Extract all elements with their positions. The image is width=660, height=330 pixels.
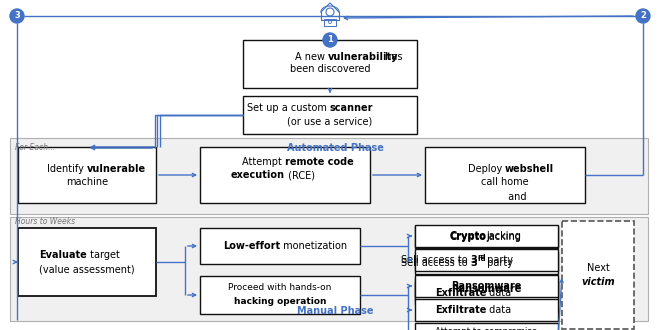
Text: 3: 3 — [14, 12, 20, 20]
Bar — [415, 252, 558, 274]
Bar — [243, 96, 417, 134]
Text: Ransomware: Ransomware — [451, 284, 521, 294]
Text: been discovered: been discovered — [290, 64, 370, 74]
Text: rd: rd — [477, 254, 486, 260]
Text: 1: 1 — [327, 36, 333, 45]
Circle shape — [323, 33, 337, 47]
Text: For Each...: For Each... — [15, 143, 55, 152]
Text: remote code: remote code — [285, 157, 354, 167]
Bar — [415, 323, 558, 330]
Text: data: data — [486, 288, 512, 298]
Text: 3: 3 — [471, 255, 477, 265]
Bar — [415, 278, 558, 300]
Text: Evaluate: Evaluate — [39, 250, 87, 260]
Text: call home: call home — [481, 177, 529, 187]
Text: rd: rd — [477, 256, 486, 262]
Bar — [18, 228, 156, 296]
Text: Crypto: Crypto — [449, 231, 486, 241]
Bar — [200, 147, 370, 203]
Text: Attempt to compromise: Attempt to compromise — [436, 326, 538, 330]
Bar — [415, 226, 558, 248]
Text: (value assessment): (value assessment) — [39, 264, 135, 274]
Bar — [415, 249, 558, 271]
Bar — [415, 299, 558, 321]
Bar — [415, 225, 558, 247]
Text: Proceed with hands-on: Proceed with hands-on — [228, 283, 332, 292]
Text: Attempt: Attempt — [242, 157, 285, 167]
Text: A new: A new — [295, 52, 328, 62]
Text: scanner: scanner — [330, 103, 374, 113]
Text: Ransomware: Ransomware — [451, 281, 521, 291]
Text: party: party — [484, 258, 513, 268]
Text: execution: execution — [231, 170, 285, 180]
Text: 2: 2 — [640, 12, 646, 20]
Bar — [10, 138, 648, 214]
Text: (or use a service): (or use a service) — [287, 116, 373, 126]
Text: Sell access to: Sell access to — [401, 255, 471, 265]
Text: vulnerability: vulnerability — [328, 52, 399, 62]
Text: jacking: jacking — [486, 231, 521, 241]
Bar — [243, 40, 417, 88]
Circle shape — [636, 9, 650, 23]
Text: Next: Next — [587, 263, 609, 273]
Bar — [415, 282, 558, 304]
Text: Sell access to: Sell access to — [401, 258, 471, 268]
Text: (RCE): (RCE) — [285, 170, 315, 180]
Text: Crypto: Crypto — [449, 232, 486, 242]
Text: Identify: Identify — [47, 164, 87, 174]
Text: party: party — [484, 255, 513, 265]
Text: jacking: jacking — [486, 232, 521, 242]
Circle shape — [10, 9, 24, 23]
Text: Set up a custom: Set up a custom — [247, 103, 330, 113]
Text: Manual Phase: Manual Phase — [297, 306, 374, 316]
Text: target: target — [87, 250, 120, 260]
Text: victim: victim — [581, 277, 615, 287]
Bar — [200, 276, 360, 314]
Bar — [200, 228, 360, 264]
Bar — [415, 220, 558, 325]
Text: Low-effort: Low-effort — [223, 241, 280, 251]
Bar — [562, 221, 634, 329]
Text: Exfiltrate: Exfiltrate — [435, 305, 486, 315]
Text: webshell: webshell — [505, 164, 554, 174]
Text: data: data — [486, 305, 512, 315]
Text: Deploy: Deploy — [468, 164, 505, 174]
Bar — [425, 147, 585, 203]
Text: has: has — [382, 52, 403, 62]
Text: Exfiltrate: Exfiltrate — [435, 288, 486, 298]
Bar — [324, 19, 336, 26]
Text: 3: 3 — [471, 258, 477, 268]
Text: machine: machine — [66, 177, 108, 187]
Text: Hours to Weeks: Hours to Weeks — [15, 217, 75, 226]
Bar — [18, 147, 156, 203]
Text: Automated Phase: Automated Phase — [286, 143, 383, 153]
Text: vulnerable: vulnerable — [87, 164, 146, 174]
Text: monetization: monetization — [280, 241, 347, 251]
Text: hacking operation: hacking operation — [234, 298, 326, 307]
Text: and: and — [505, 192, 527, 202]
Bar — [415, 275, 558, 297]
Bar — [10, 217, 648, 321]
